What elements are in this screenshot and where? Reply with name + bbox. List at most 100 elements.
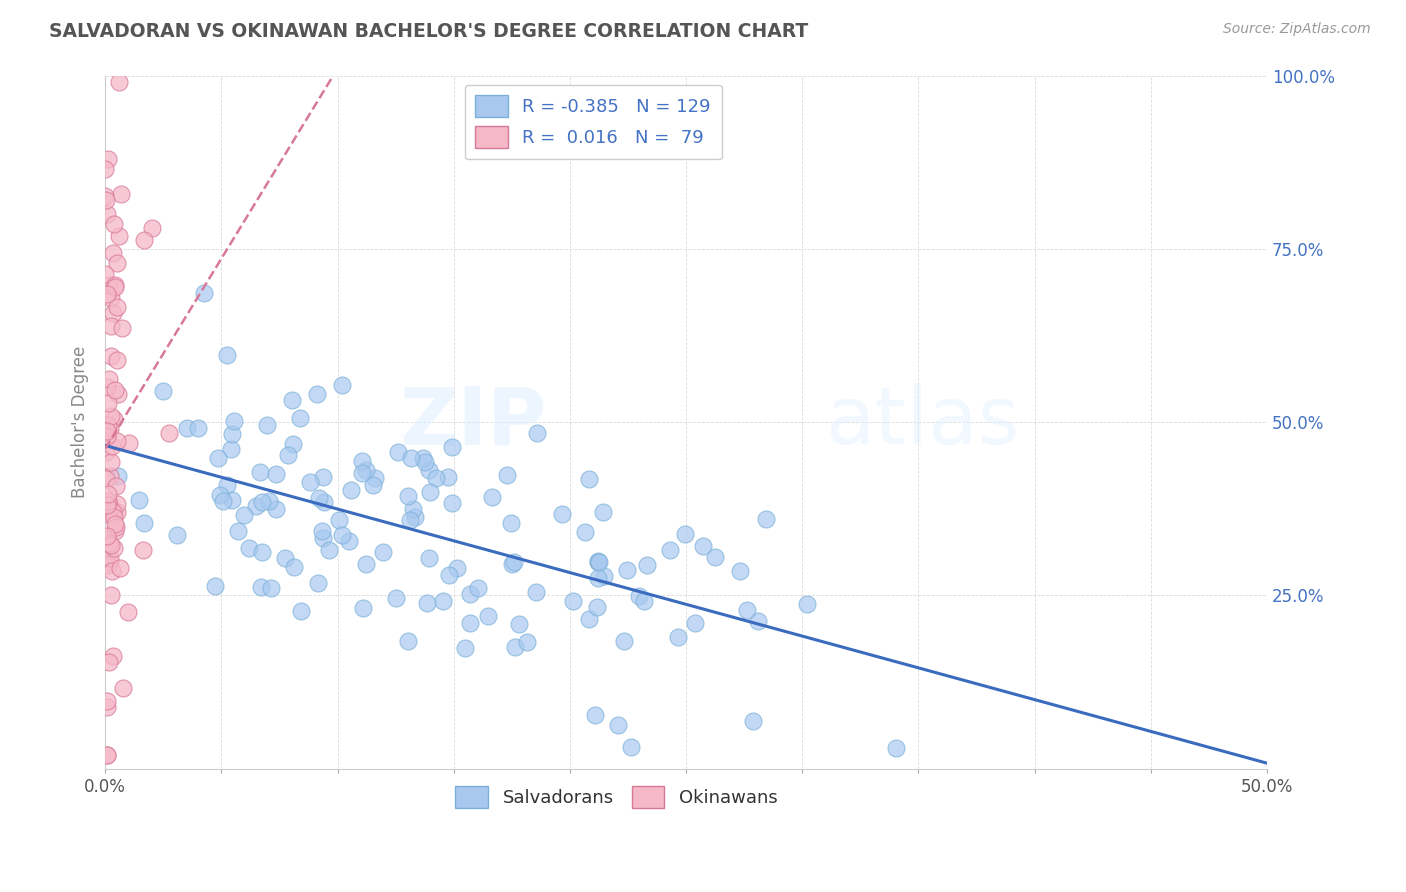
Point [103, 509, 125, 524]
Point [583, 707, 606, 722]
Point [588, 554, 610, 568]
Point [481, 490, 503, 504]
Point [105, 505, 128, 519]
Point [98, 422, 121, 436]
Point [104, 524, 127, 538]
Point [217, 348, 239, 362]
Point [257, 494, 280, 508]
Point [437, 469, 460, 483]
Point [264, 501, 287, 516]
Point [339, 483, 361, 497]
Point [100, 455, 122, 469]
Point [105, 300, 128, 314]
Point [107, 75, 129, 89]
Point [212, 493, 235, 508]
Point [290, 604, 312, 618]
Point [103, 649, 125, 664]
Point [562, 593, 585, 607]
Point [458, 587, 481, 601]
Point [419, 485, 441, 500]
Point [104, 516, 127, 531]
Point [97, 418, 120, 433]
Point [98, 535, 121, 549]
Point [524, 585, 547, 599]
Point [101, 505, 124, 519]
Point [526, 426, 548, 441]
Point [332, 527, 354, 541]
Point [108, 229, 131, 244]
Point [176, 420, 198, 434]
Point [107, 387, 129, 401]
Point [105, 520, 128, 534]
Point [103, 217, 125, 231]
Point [592, 505, 614, 519]
Point [633, 594, 655, 608]
Point [446, 560, 468, 574]
Point [308, 575, 330, 590]
Point [110, 187, 132, 202]
Point [98, 278, 121, 293]
Point [886, 740, 908, 755]
Point [437, 567, 460, 582]
Point [412, 451, 434, 466]
Point [627, 589, 650, 603]
Point [363, 470, 385, 484]
Point [94, 162, 117, 177]
Point [96, 700, 118, 714]
Point [97, 557, 120, 571]
Point [578, 472, 600, 486]
Point [290, 411, 312, 425]
Point [98, 555, 121, 569]
Point [100, 349, 122, 363]
Point [97, 497, 120, 511]
Point [496, 468, 519, 483]
Point [311, 524, 333, 538]
Point [152, 384, 174, 399]
Point [193, 286, 215, 301]
Point [277, 448, 299, 462]
Point [371, 545, 394, 559]
Point [166, 528, 188, 542]
Point [207, 451, 229, 466]
Point [666, 630, 689, 644]
Point [94, 445, 117, 459]
Point [458, 616, 481, 631]
Point [96, 694, 118, 708]
Point [111, 681, 134, 696]
Point [100, 292, 122, 306]
Point [659, 543, 682, 558]
Point [250, 545, 273, 559]
Text: Source: ZipAtlas.com: Source: ZipAtlas.com [1223, 22, 1371, 37]
Point [221, 426, 243, 441]
Point [586, 599, 609, 614]
Point [222, 414, 245, 428]
Point [215, 478, 238, 492]
Point [318, 543, 340, 558]
Point [96, 207, 118, 221]
Point [314, 495, 336, 509]
Point [103, 278, 125, 293]
Point [103, 411, 125, 425]
Point [101, 306, 124, 320]
Point [98, 551, 121, 566]
Point [747, 614, 769, 628]
Point [94, 472, 117, 486]
Point [399, 513, 422, 527]
Point [103, 541, 125, 556]
Point [396, 489, 419, 503]
Point [96, 487, 118, 501]
Point [108, 561, 131, 575]
Point [578, 612, 600, 626]
Point [704, 549, 727, 564]
Point [209, 488, 232, 502]
Point [385, 591, 408, 605]
Point [96, 286, 118, 301]
Point [593, 569, 616, 583]
Point [96, 747, 118, 762]
Point [574, 525, 596, 540]
Point [337, 533, 360, 548]
Point [425, 471, 447, 485]
Point [131, 543, 153, 558]
Point [283, 437, 305, 451]
Point [350, 466, 373, 480]
